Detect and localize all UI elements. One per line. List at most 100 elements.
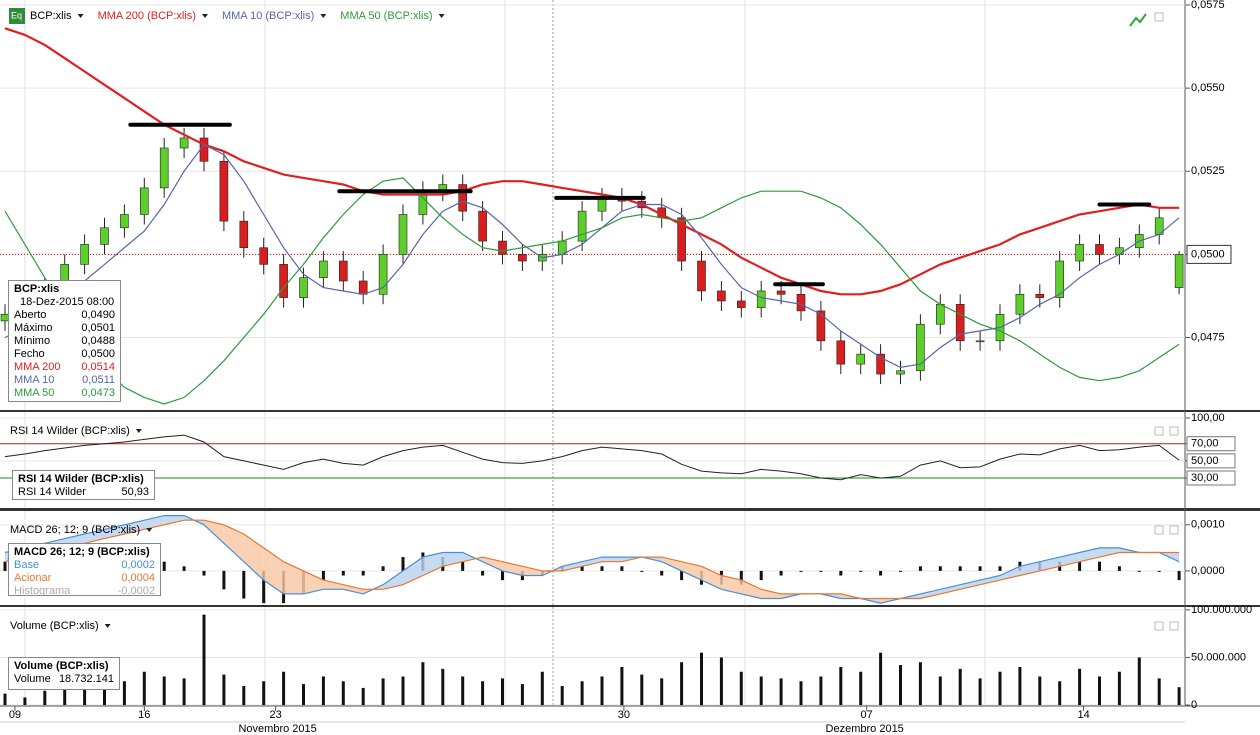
macd-fill (960, 580, 981, 590)
macd-fill (144, 515, 165, 530)
volume-bar (819, 676, 823, 706)
histogram-bar (3, 561, 7, 571)
histogram-bar (481, 570, 485, 576)
dropdown-arrow (104, 624, 111, 628)
volume-bar (361, 687, 365, 706)
volume-bar (1038, 676, 1042, 706)
candle-body (498, 240, 507, 255)
volume-bar (441, 668, 445, 706)
y-tick-label: 30,00 (1191, 472, 1219, 484)
histogram-bar (879, 570, 883, 576)
histogram-bar (162, 561, 166, 571)
histogram-bar (321, 570, 325, 581)
panel-button (1169, 525, 1179, 535)
info-date: 18-Dez-2015 08:00 (20, 296, 115, 308)
info-row: MMA 10 0,0511 (14, 374, 115, 387)
volume-bar (142, 671, 146, 706)
y-tick-label: 100,00 (1191, 412, 1225, 424)
volume-bar (202, 614, 206, 706)
volume-bar (680, 662, 684, 706)
macd-fill (283, 561, 304, 594)
volume-bar (660, 678, 664, 706)
histogram-bar (978, 566, 982, 571)
volume-bar (1078, 668, 1082, 706)
panel-title: MACD 26; 12; 9 (BCP:xlis) (10, 524, 140, 536)
y-tick-label: 0,0010 (1191, 519, 1225, 531)
volume-bar (23, 697, 27, 706)
volume-bar (282, 671, 286, 706)
tick-box (1186, 470, 1236, 486)
x-tick-label: 09 (9, 709, 21, 721)
panel-button (1154, 12, 1164, 22)
volume-bar (1058, 681, 1062, 706)
histogram-bar (461, 561, 465, 571)
histogram-bar (580, 566, 584, 571)
candle-body (80, 244, 89, 265)
candle-body (1055, 260, 1064, 298)
volume-bar (1137, 657, 1141, 706)
macd-fill (343, 584, 364, 594)
y-tick-label: 0,0550 (1191, 82, 1225, 94)
info-label: Acionar (14, 572, 52, 584)
macd-fill (980, 575, 1000, 585)
macd-fill (124, 520, 145, 535)
panel-title: Volume (BCP:xlis) (10, 620, 99, 632)
candle-body (836, 340, 846, 365)
info-value: 0,0511 (82, 374, 115, 386)
volume-bar (182, 678, 186, 706)
info-value: 0,0514 (81, 361, 115, 373)
macd-fill (522, 566, 543, 576)
macd-fill (701, 566, 722, 590)
rsi-line (4, 434, 1180, 481)
panel-button (1169, 426, 1179, 436)
tick-box (1186, 436, 1236, 452)
y-tick-label: 50.000.000 (1191, 651, 1246, 663)
candle-body (100, 227, 109, 245)
histogram-bar (341, 570, 345, 576)
y-tick-label: 0,0575 (1191, 0, 1225, 11)
info-row: RSI 14 Wilder 50,93 (18, 486, 149, 499)
info-label: MMA 10 (14, 374, 55, 386)
panel-title: RSI 14 Wilder (BCP:xlis) (10, 425, 130, 437)
candle-body (856, 353, 866, 365)
volume-bar (1117, 671, 1121, 706)
info-value: 18.732.141 (58, 673, 114, 685)
legend-entry: MMA 10 (BCP:xlis) (222, 10, 314, 22)
panel-button (1154, 621, 1164, 631)
macd-fill (442, 552, 463, 567)
macd-fill (1000, 566, 1020, 581)
volume-bar (481, 681, 485, 706)
volume-bar (242, 686, 246, 706)
macd-fill (263, 547, 284, 594)
histogram-bar (1177, 570, 1181, 581)
x-tick-label: 07 (861, 709, 873, 721)
info-value: 0,0002 (121, 559, 155, 571)
candle-body (140, 187, 149, 215)
panel-button (1169, 621, 1179, 631)
info-row: Aberto 0,0490 (14, 309, 115, 322)
volume-bar (998, 671, 1002, 706)
info-label: Máximo (14, 322, 53, 334)
macd-fill (1019, 561, 1040, 576)
macd-fill (422, 552, 443, 576)
macd-fill (661, 557, 682, 571)
macd-fill (204, 520, 224, 544)
histogram-bar (1137, 570, 1141, 572)
volume-bar (859, 671, 863, 706)
macd-fill (1039, 557, 1060, 571)
panel-separator (0, 605, 1260, 607)
candle-body (319, 260, 328, 278)
candle-body (1075, 244, 1084, 262)
histogram-bar (819, 570, 823, 572)
volume-bar (560, 686, 564, 706)
macd-fill (303, 570, 324, 594)
volume-bar (122, 681, 126, 706)
info-box: Volume (BCP:xlis) Volume 18.732.141 (8, 657, 120, 690)
volume-bar (540, 671, 544, 706)
tick-box (1186, 453, 1236, 469)
histogram-bar (600, 566, 604, 571)
candle-body (518, 254, 527, 262)
info-title: BCP:xlis (14, 283, 60, 295)
histogram-bar (680, 570, 684, 581)
